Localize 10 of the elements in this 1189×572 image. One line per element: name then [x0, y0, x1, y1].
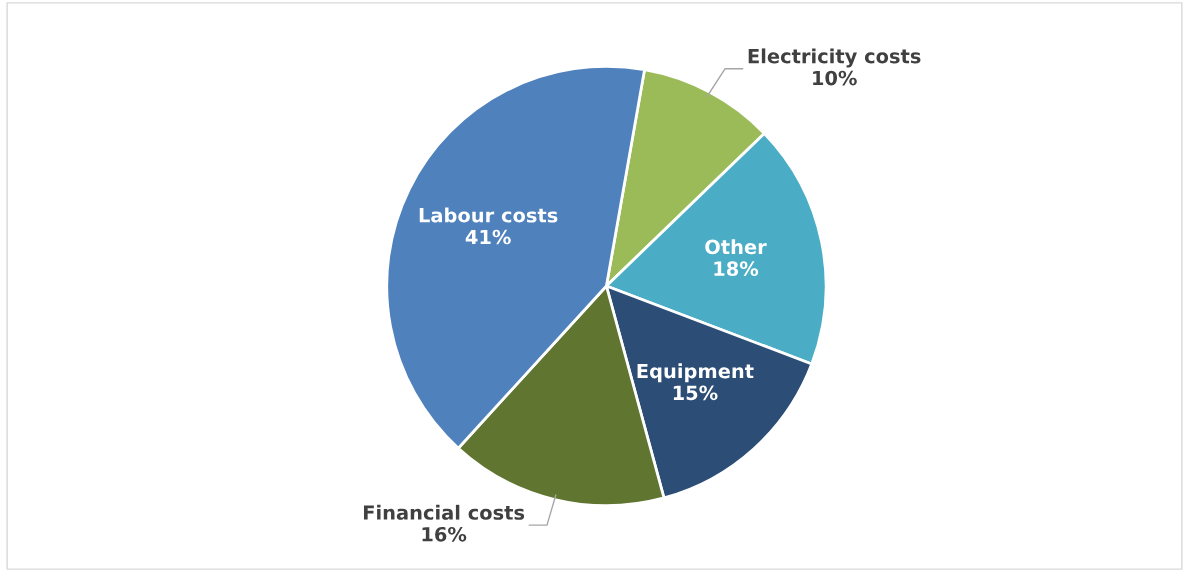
data-label: 18% [714, 261, 759, 277]
data-label: 15% [673, 385, 718, 401]
data-label: 16% [422, 526, 467, 542]
slice-label: Electricity costs [748, 48, 921, 68]
slice-label: Financial costs [363, 504, 525, 520]
slice-label: Labour costs [419, 207, 558, 223]
data-label: 10% [813, 70, 857, 86]
slice-label: Equipment [637, 363, 754, 383]
slice-label: Other [705, 239, 767, 255]
data-label: 41% [465, 229, 511, 245]
